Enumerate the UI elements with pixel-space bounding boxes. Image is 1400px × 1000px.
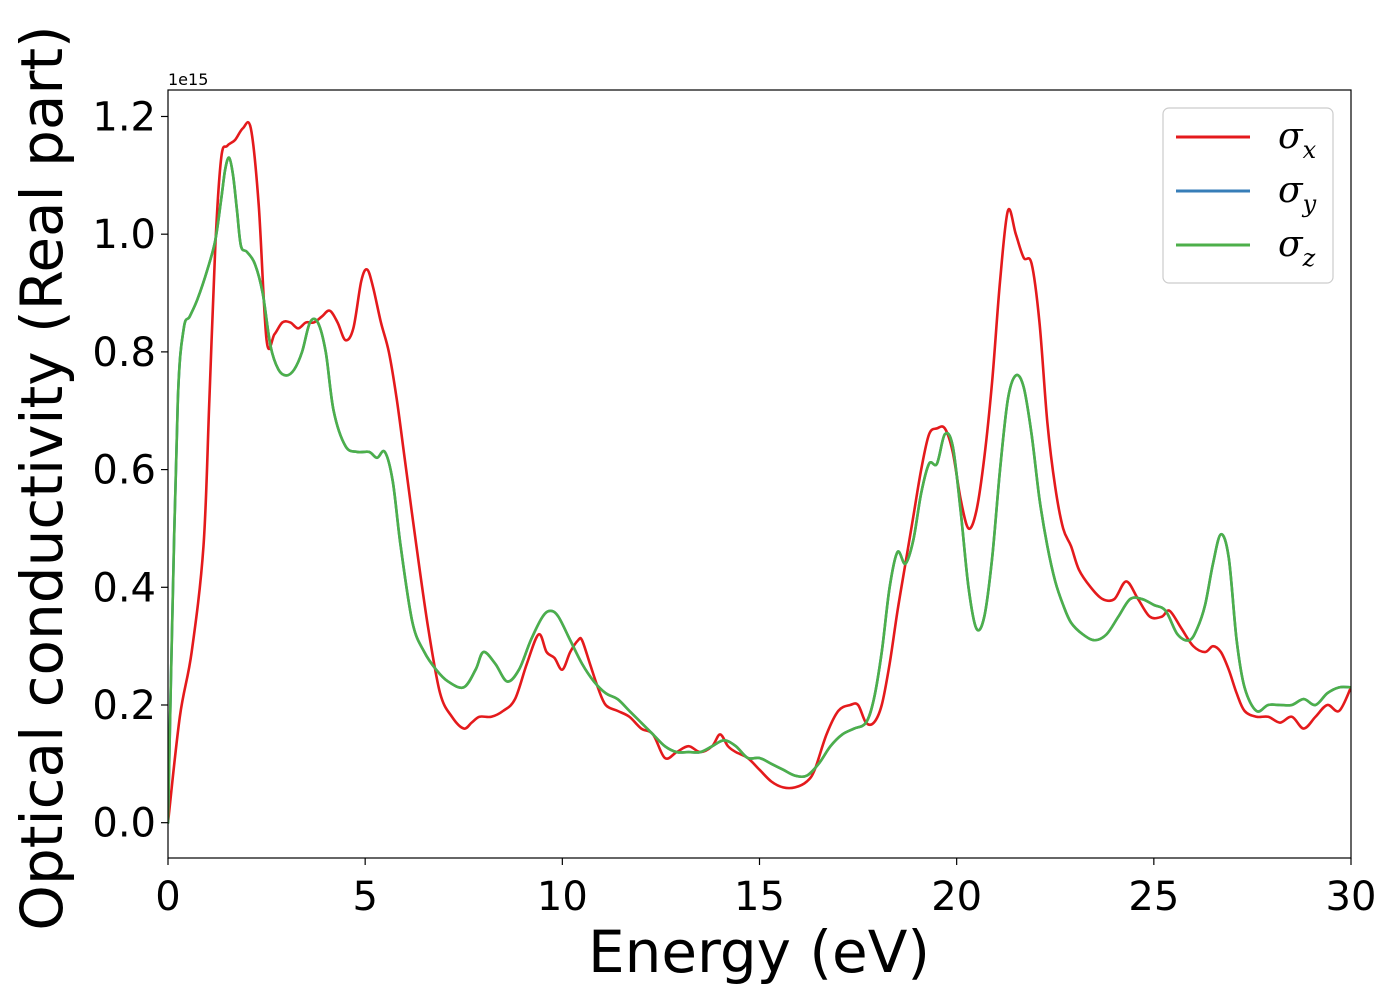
y-tick-label: 1.2: [92, 94, 156, 140]
legend-symbol: σ: [1278, 224, 1304, 265]
y-axis-ticks: 0.0 0.2 0.4 0.6 0.8 1.0 1.2: [92, 94, 168, 847]
x-tick-label: 15: [734, 874, 785, 920]
x-tick-label: 5: [352, 874, 377, 920]
series-line-z: [168, 156, 1351, 824]
x-axis-ticks: 0 5 10 15 20 25 30: [155, 858, 1376, 920]
y-axis-label: Optical conductivity (Real part): [8, 25, 76, 930]
x-tick-label: 25: [1128, 874, 1179, 920]
x-axis-label: Energy (eV): [588, 918, 930, 986]
y-tick-label: 0.8: [92, 330, 156, 376]
y-tick-label: 0.0: [92, 801, 156, 847]
series-layer: [168, 120, 1351, 824]
series-line-x: [168, 120, 1351, 824]
y-tick-label: 0.2: [92, 683, 156, 729]
y-tick-label: 1.0: [92, 212, 156, 258]
x-tick-label: 20: [931, 874, 982, 920]
y-tick-label: 0.6: [92, 448, 156, 494]
legend-label-z: σz: [1278, 224, 1316, 272]
legend-symbol: σ: [1278, 170, 1304, 211]
x-tick-label: 0: [155, 874, 180, 920]
legend-subscript: z: [1302, 244, 1316, 272]
legend-subscript: x: [1303, 136, 1317, 164]
legend-symbol: σ: [1278, 116, 1304, 157]
y-axis-offset-text: 1e15: [168, 70, 208, 89]
legend-label-y: σy: [1278, 170, 1317, 218]
legend-subscript: y: [1302, 190, 1317, 218]
x-tick-label: 10: [537, 874, 588, 920]
y-tick-label: 0.4: [92, 565, 156, 611]
legend-frame: [1162, 107, 1334, 284]
legend-label-x: σx: [1278, 116, 1317, 164]
x-tick-label: 30: [1326, 874, 1377, 920]
